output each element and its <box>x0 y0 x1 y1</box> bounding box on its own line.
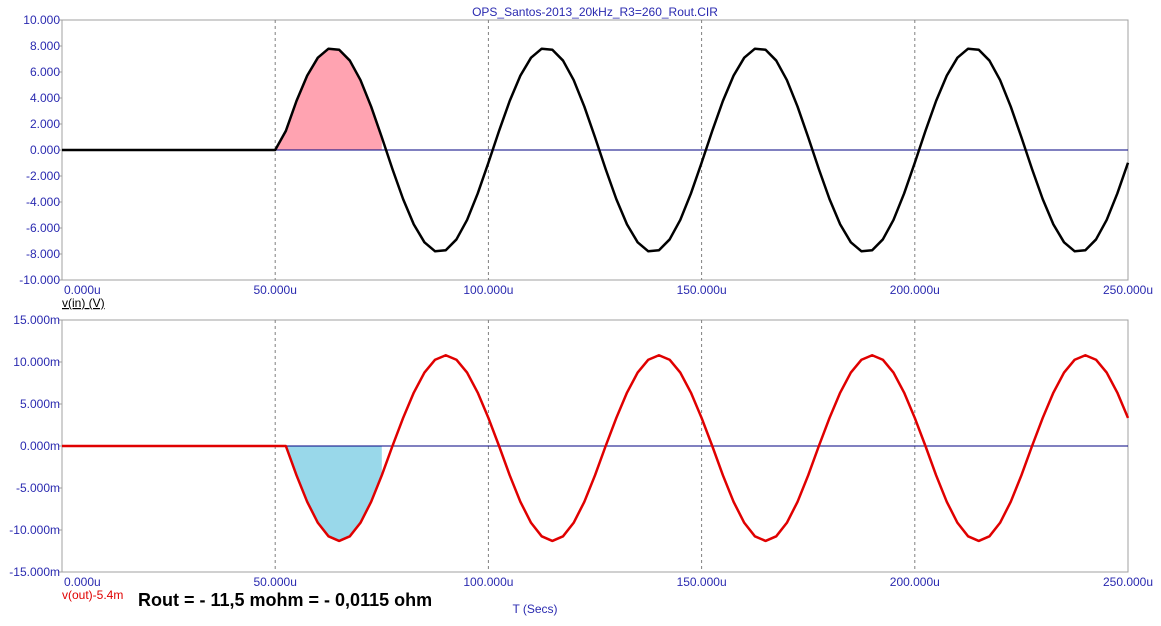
y-tick-label: -2.000 <box>26 169 60 183</box>
y-axis-label: v(in) (V) <box>62 296 105 310</box>
y-tick-label: 10.000 <box>23 13 60 27</box>
y-tick-label: 6.000 <box>30 65 60 79</box>
y-tick-label: -8.000 <box>26 247 60 261</box>
y-tick-label: 4.000 <box>30 91 60 105</box>
y-axis-label: v(out)-5.4m <box>62 588 123 602</box>
y-tick-label: 0.000m <box>20 439 60 453</box>
x-tick-label: 150.000u <box>677 283 727 297</box>
y-tick-label: 0.000 <box>30 143 60 157</box>
y-tick-label: 15.000m <box>13 313 60 327</box>
x-axis-label: T (Secs) <box>512 602 557 616</box>
y-tick-label: -10.000m <box>9 523 60 537</box>
y-tick-label: 8.000 <box>30 39 60 53</box>
x-tick-label: 50.000u <box>254 283 297 297</box>
x-tick-label: 0.000u <box>64 283 101 297</box>
annotation: Rout = - 11,5 mohm = - 0,0115 ohm <box>138 590 432 610</box>
series-line <box>62 354 1130 543</box>
y-tick-label: -6.000 <box>26 221 60 235</box>
chart-title: OPS_Santos-2013_20kHz_R3=260_Rout.CIR <box>472 5 718 19</box>
x-tick-label: 250.000u <box>1103 283 1153 297</box>
x-tick-label: 200.000u <box>890 283 940 297</box>
x-tick-label: 100.000u <box>463 283 513 297</box>
x-tick-label: 150.000u <box>677 575 727 589</box>
x-tick-label: 50.000u <box>254 575 297 589</box>
x-tick-label: 200.000u <box>890 575 940 589</box>
y-tick-label: -4.000 <box>26 195 60 209</box>
shaded-area <box>275 48 382 151</box>
y-tick-label: 2.000 <box>30 117 60 131</box>
y-tick-label: 10.000m <box>13 355 60 369</box>
series-line <box>62 47 1130 253</box>
y-tick-label: -10.000 <box>19 273 60 287</box>
y-tick-label: -15.000m <box>9 565 60 579</box>
shaded-area <box>285 446 382 541</box>
x-tick-label: 250.000u <box>1103 575 1153 589</box>
y-tick-label: 5.000m <box>20 397 60 411</box>
y-tick-label: -5.000m <box>16 481 60 495</box>
x-tick-label: 100.000u <box>463 575 513 589</box>
x-tick-label: 0.000u <box>64 575 101 589</box>
